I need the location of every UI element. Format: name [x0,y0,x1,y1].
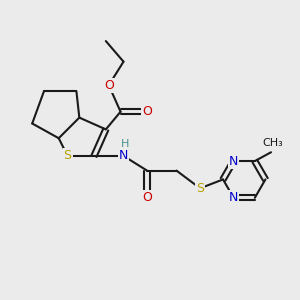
Text: N: N [119,149,128,162]
Text: O: O [104,79,114,92]
Text: CH₃: CH₃ [262,138,283,148]
Text: H: H [121,139,129,149]
Text: O: O [142,105,152,118]
Text: S: S [64,149,72,162]
Text: S: S [196,182,204,195]
Text: N: N [229,191,238,204]
Text: N: N [229,154,238,168]
Text: O: O [142,190,152,204]
